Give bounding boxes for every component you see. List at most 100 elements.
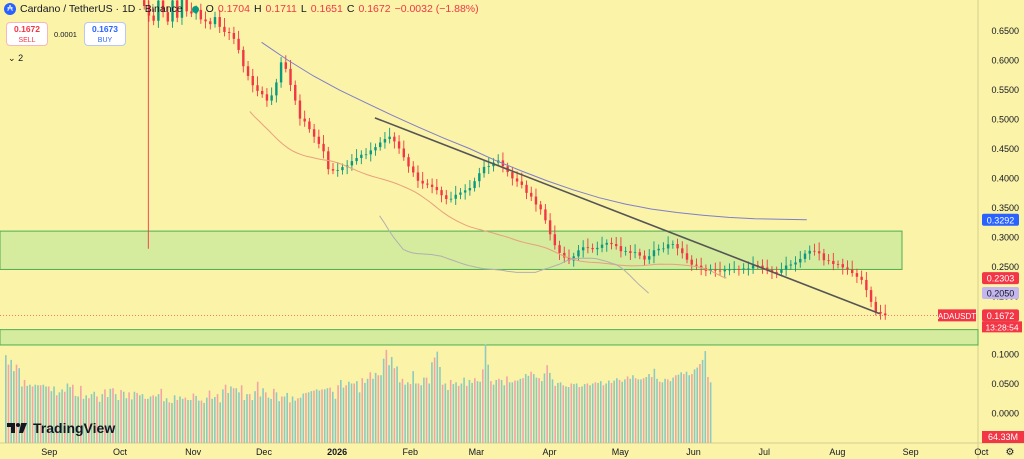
candle-body	[525, 184, 528, 193]
volume-bar	[573, 384, 575, 443]
volume-bar	[637, 379, 640, 443]
candle-body	[388, 136, 391, 140]
candle-body	[454, 194, 457, 199]
volume-bar	[122, 391, 125, 443]
price-tick-label: 0.2500	[991, 262, 1019, 272]
spread-value: 0.0001	[54, 30, 77, 39]
volume-bar	[318, 390, 321, 443]
volume-bar	[63, 391, 66, 443]
volume-bar	[305, 392, 307, 443]
volume-bar	[147, 398, 149, 443]
volume-bar	[144, 398, 146, 443]
candle-body	[355, 157, 358, 162]
volume-bar	[664, 378, 666, 443]
volume-bar	[498, 378, 500, 443]
candle-body	[530, 192, 533, 197]
countdown-label: 13:28:54	[985, 322, 1018, 332]
volume-bar	[377, 375, 380, 443]
candle-body	[383, 139, 387, 143]
candle-body	[412, 166, 415, 173]
volume-bar	[189, 400, 192, 443]
low-label: L	[300, 3, 307, 15]
volume-bar	[669, 381, 672, 443]
indicators-count: 2	[18, 53, 24, 63]
candle-body	[213, 17, 217, 25]
volume-bar	[581, 386, 583, 443]
candle-body	[473, 181, 476, 189]
volume-bar	[559, 382, 562, 443]
volume-bar	[423, 377, 425, 443]
candle-body	[421, 180, 424, 184]
volume-bar	[532, 374, 535, 443]
price-marker-label: 0.2050	[987, 289, 1015, 299]
candle-body	[577, 250, 580, 257]
volume-bar	[353, 383, 355, 443]
volume-bar	[549, 372, 551, 443]
candle-body	[279, 62, 283, 83]
volume-bar	[171, 402, 173, 443]
volume-bar	[613, 380, 615, 443]
volume-bar	[415, 383, 417, 443]
candle-body	[463, 190, 467, 193]
candle-body	[624, 251, 627, 252]
time-tick-label: Nov	[185, 447, 202, 457]
volume-bar	[55, 395, 58, 443]
volume-bar	[23, 379, 26, 443]
candle-body	[515, 178, 519, 182]
candle-body	[681, 248, 684, 254]
symbol-title[interactable]: Cardano / TetherUS · 1D · Binance	[20, 3, 183, 15]
indicators-toggle[interactable]: ⌄ 2	[8, 53, 23, 64]
candle-body	[185, 0, 188, 12]
price-tick-label: 0.6500	[991, 26, 1019, 36]
volume-bar	[350, 383, 353, 443]
buy-price: 0.1673	[92, 24, 118, 34]
volume-bar	[42, 384, 45, 443]
volume-bar	[74, 395, 77, 443]
volume-bar	[251, 400, 254, 443]
candle-body	[803, 253, 807, 259]
volume-bar	[98, 401, 101, 443]
candle-body	[652, 250, 656, 257]
volume-bar	[409, 384, 412, 443]
volume-bar	[468, 379, 471, 443]
volume-bar	[616, 378, 618, 443]
volume-bar	[701, 359, 704, 443]
volume-bar	[297, 398, 299, 443]
volume-bar	[656, 378, 658, 443]
volume-bar	[345, 385, 347, 443]
candle-body	[605, 242, 608, 245]
candle-body	[615, 244, 618, 247]
volume-bar	[390, 356, 393, 443]
price-marker	[982, 309, 1019, 322]
volume-bar	[372, 378, 374, 443]
volume-bar	[321, 389, 323, 443]
volume-bar	[82, 398, 85, 443]
volume-bar	[447, 389, 449, 443]
gear-icon[interactable]: ⚙	[1006, 447, 1015, 458]
price-tick-label: 0.3500	[991, 203, 1019, 213]
volume-bar	[262, 388, 264, 443]
volume-bar	[120, 389, 122, 443]
close-label: C	[346, 3, 355, 15]
volume-bar	[449, 379, 452, 443]
volume-bar	[13, 371, 15, 443]
price-tick-label: 0.5500	[991, 85, 1019, 95]
volume-bar	[181, 398, 184, 443]
volume-bar	[299, 397, 302, 443]
volume-bar	[428, 383, 431, 443]
volume-bar	[160, 388, 163, 443]
volume-bar	[407, 382, 409, 443]
volume-bar	[238, 392, 240, 443]
candle-body	[322, 143, 325, 152]
volume-bar	[436, 351, 439, 443]
candle-body	[723, 269, 726, 272]
candle-body	[666, 244, 670, 249]
price-marker	[982, 272, 1019, 285]
tradingview-logo[interactable]: TradingView	[7, 420, 115, 436]
buy-button[interactable]: 0.1673 BUY	[84, 22, 126, 46]
volume-bar	[176, 400, 179, 443]
sell-button[interactable]: 0.1672 SELL	[6, 22, 48, 46]
volume-bar	[264, 392, 267, 443]
volume-bar	[141, 394, 144, 443]
